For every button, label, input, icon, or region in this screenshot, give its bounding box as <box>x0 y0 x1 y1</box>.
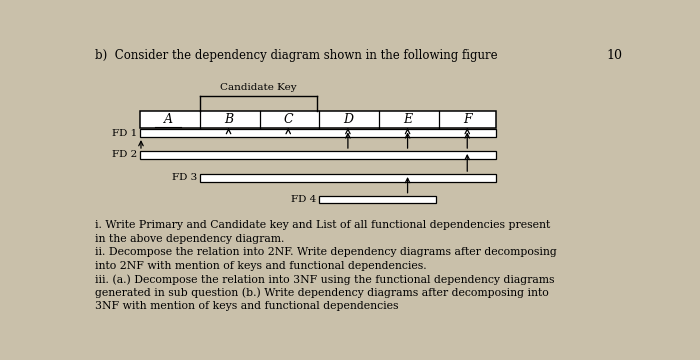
Text: A: A <box>164 113 174 126</box>
Bar <box>140 151 496 159</box>
Bar <box>319 195 436 203</box>
Text: 3NF with mention of keys and functional dependencies: 3NF with mention of keys and functional … <box>95 301 399 311</box>
Text: C: C <box>284 113 293 126</box>
Text: 10: 10 <box>606 49 622 62</box>
Text: into 2NF with mention of keys and functional dependencies.: into 2NF with mention of keys and functi… <box>95 261 427 271</box>
Text: FD 1: FD 1 <box>112 129 137 138</box>
Text: FD 3: FD 3 <box>172 174 197 183</box>
Text: B: B <box>224 113 233 126</box>
Text: generated in sub question (b.) Write dependency diagrams after decomposing into: generated in sub question (b.) Write dep… <box>95 288 549 298</box>
Text: b)  Consider the dependency diagram shown in the following figure: b) Consider the dependency diagram shown… <box>95 49 498 62</box>
Text: ii. Decompose the relation into 2NF. Write dependency diagrams after decomposing: ii. Decompose the relation into 2NF. Wri… <box>95 247 557 257</box>
Text: i. Write Primary and Candidate key and List of all functional dependencies prese: i. Write Primary and Candidate key and L… <box>95 220 550 230</box>
Text: F: F <box>463 113 472 126</box>
Bar <box>140 111 496 128</box>
Text: Candidate Key: Candidate Key <box>220 84 297 93</box>
Bar <box>140 130 496 137</box>
Text: FD 2: FD 2 <box>112 150 137 159</box>
Text: FD 4: FD 4 <box>291 195 316 204</box>
Text: E: E <box>403 113 412 126</box>
Text: in the above dependency diagram.: in the above dependency diagram. <box>95 234 285 244</box>
Text: D: D <box>343 113 353 126</box>
Text: iii. (a.) Decompose the relation into 3NF using the functional dependency diagra: iii. (a.) Decompose the relation into 3N… <box>95 274 554 285</box>
Bar <box>200 174 496 182</box>
